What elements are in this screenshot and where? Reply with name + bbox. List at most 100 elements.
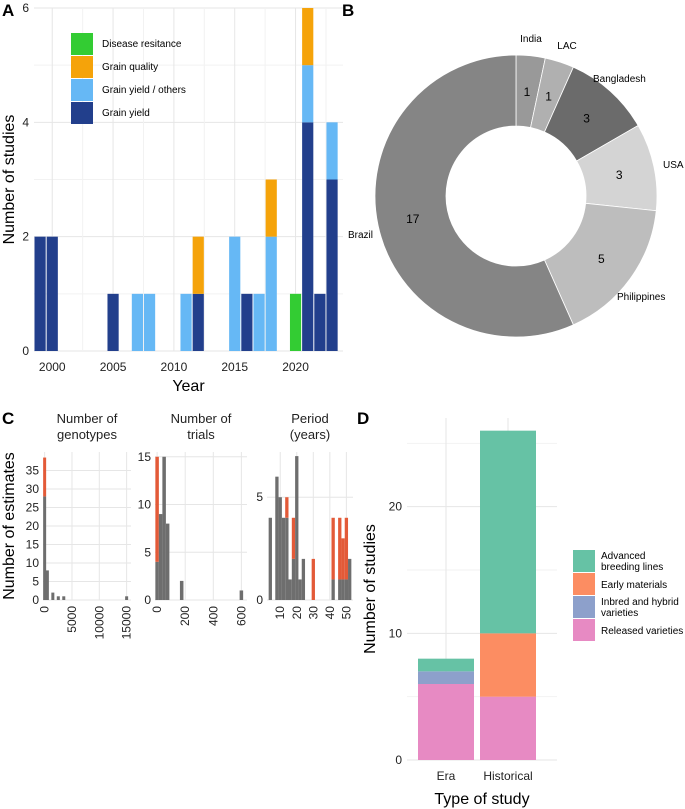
x-tick-label: 400 bbox=[206, 606, 220, 626]
y-tick-label: 2 bbox=[22, 230, 29, 244]
histogram-bar-highlight bbox=[341, 538, 345, 580]
bar-segment bbox=[107, 293, 119, 351]
bar-segment bbox=[418, 658, 474, 672]
x-tick-label: 10000 bbox=[92, 606, 106, 640]
histogram-bar bbox=[275, 476, 279, 600]
panel-d-stacked-bar-chart: Era Historical 0 10 20 Type of study Number of… bbox=[362, 418, 683, 808]
panel-b-donut-chart: 1 India 1 LAC 3 Bangladesh 3 USA 5 Philippines 17 B… bbox=[348, 34, 684, 338]
y-tick-label: 0 bbox=[256, 593, 263, 607]
facet-title: trials bbox=[187, 427, 215, 442]
bar-segment bbox=[265, 236, 277, 351]
y-tick-label: 5 bbox=[256, 490, 263, 504]
x-tick-label: 0 bbox=[150, 606, 164, 613]
histogram-bar bbox=[301, 558, 306, 600]
legend-label: Released varieties bbox=[601, 626, 683, 637]
panel-letter-a: A bbox=[2, 1, 14, 20]
legend-label: Grain yield bbox=[102, 108, 150, 119]
slice-value-label: 17 bbox=[406, 212, 420, 226]
histogram-bar bbox=[291, 558, 296, 600]
y-tick-label: 0 bbox=[144, 593, 151, 607]
panel-letter-d: D bbox=[357, 409, 369, 428]
x-tick-label: 50 bbox=[339, 606, 353, 620]
facet-title: (years) bbox=[290, 427, 330, 442]
panel-letter-c: C bbox=[2, 409, 14, 428]
x-axis-title: Type of study bbox=[434, 791, 529, 808]
x-tick-label: 0 bbox=[38, 606, 52, 613]
histogram-bar bbox=[268, 517, 272, 600]
y-tick-label: 10 bbox=[26, 556, 40, 570]
x-tick-label: 40 bbox=[323, 606, 337, 620]
legend-swatch bbox=[71, 33, 93, 55]
facet-title: Number of bbox=[57, 411, 118, 426]
y-tick-label: 30 bbox=[26, 482, 40, 496]
histogram-bar bbox=[239, 590, 244, 600]
bar-segment bbox=[326, 122, 338, 180]
bar-segment bbox=[302, 8, 314, 66]
bar-segment bbox=[314, 293, 326, 351]
bar-segment bbox=[289, 293, 302, 351]
bar-segment bbox=[265, 179, 277, 237]
x-tick-label: Era bbox=[437, 769, 456, 783]
legend-label: Disease resitance bbox=[102, 39, 182, 50]
slice-value-label: 3 bbox=[583, 112, 590, 126]
y-tick-label: 5 bbox=[144, 545, 151, 559]
panel-letter-b: B bbox=[342, 1, 354, 20]
y-tick-label: 35 bbox=[26, 464, 40, 478]
slice-name-label: Philippines bbox=[617, 292, 665, 303]
slice-name-label: USA bbox=[663, 160, 684, 171]
x-tick-label: 2015 bbox=[221, 360, 248, 374]
bar-segment bbox=[192, 236, 204, 294]
x-tick-label: 2020 bbox=[282, 360, 309, 374]
bar-segment bbox=[326, 179, 338, 351]
histogram-bar-highlight bbox=[285, 497, 289, 518]
y-tick-label: 15 bbox=[26, 538, 40, 552]
slice-name-label: India bbox=[520, 34, 542, 45]
histogram-bar bbox=[338, 579, 342, 600]
bar-segment bbox=[192, 293, 204, 351]
bar-segment bbox=[131, 293, 144, 351]
legend-swatch bbox=[573, 596, 595, 618]
x-tick-label: 200 bbox=[178, 606, 192, 626]
histogram-bar bbox=[43, 496, 47, 600]
histogram-bar bbox=[45, 570, 49, 600]
bar-segment bbox=[418, 684, 474, 760]
y-tick-label: 0 bbox=[395, 753, 402, 767]
y-tick-label: 10 bbox=[138, 498, 152, 512]
y-axis-title: Number of estimates bbox=[1, 452, 18, 600]
slice-name-label: LAC bbox=[557, 41, 576, 52]
legend-label: Early materials bbox=[601, 580, 667, 591]
legend-label: Inbred and hybrid bbox=[601, 597, 679, 608]
y-tick-label: 20 bbox=[26, 519, 40, 533]
y-tick-label: 25 bbox=[26, 501, 40, 515]
facet-title: genotypes bbox=[57, 427, 117, 442]
x-tick-label: 20 bbox=[290, 606, 304, 620]
bar-segment bbox=[229, 236, 241, 351]
legend-swatch bbox=[573, 573, 595, 595]
histogram-bar bbox=[125, 596, 129, 600]
legend-label: Grain yield / others bbox=[102, 85, 186, 96]
facet-title: Number of bbox=[171, 411, 232, 426]
x-tick-label: 5000 bbox=[65, 606, 79, 633]
slice-name-label: Bangladesh bbox=[593, 74, 646, 85]
x-tick-label: 2000 bbox=[39, 360, 66, 374]
y-tick-label: 0 bbox=[32, 593, 39, 607]
histogram-bar bbox=[281, 517, 286, 600]
x-tick-label: 600 bbox=[234, 606, 248, 626]
legend-label: breeding lines bbox=[601, 562, 663, 573]
x-tick-label: 2010 bbox=[161, 360, 188, 374]
histogram-bar-highlight bbox=[155, 456, 159, 562]
histogram-bar bbox=[179, 580, 184, 600]
histogram-bar bbox=[298, 579, 302, 600]
histogram-bar-highlight bbox=[291, 517, 296, 559]
histogram-bar bbox=[344, 579, 349, 600]
histogram-bar bbox=[331, 579, 335, 600]
x-axis-title: Year bbox=[172, 378, 205, 395]
y-axis-title: Number of studies bbox=[1, 115, 18, 245]
bar-segment bbox=[180, 293, 192, 351]
histogram-bar bbox=[165, 523, 170, 600]
slice-value-label: 5 bbox=[598, 252, 605, 266]
legend-label: Grain quality bbox=[102, 62, 158, 73]
legend-swatch bbox=[71, 102, 93, 124]
